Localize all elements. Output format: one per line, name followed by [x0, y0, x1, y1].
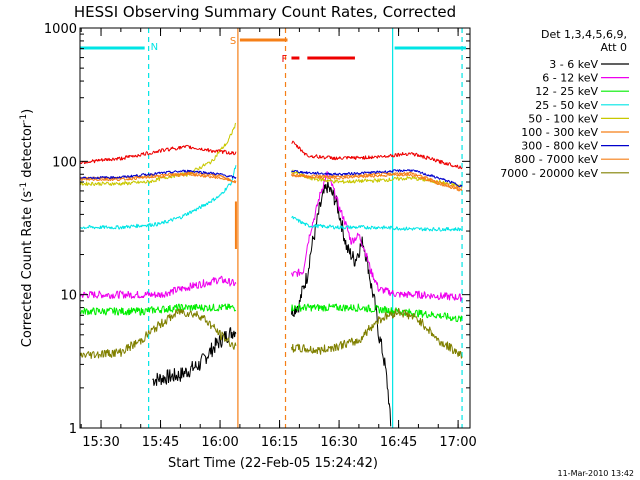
y-axis-label: Corrected Count Rate (s-1 detector-1): [19, 109, 35, 347]
axes: 1 10 100 1000 15:30 15:45 16:00 16:15 16:30 16:45…: [44, 22, 477, 450]
legend-label-7: 800 - 7000 keV: [514, 153, 598, 166]
footer-date: 11-Mar-2010 13:42: [558, 469, 635, 478]
x-tick-label-0: 15:30: [82, 435, 119, 450]
series-2-segment-1: [291, 303, 463, 323]
legend-label-1: 6 - 12 keV: [542, 72, 598, 85]
chart-title: HESSI Observing Summary Count Rates, Cor…: [74, 3, 456, 21]
x-tick-label-6: 17:00: [439, 435, 476, 450]
flag-label-S: S: [230, 36, 236, 47]
x-axis-label: Start Time (22-Feb-05 15:24:42): [168, 456, 378, 471]
series-red-top-segment-0: [79, 144, 237, 165]
y-tick-label-3: 1000: [44, 22, 77, 37]
x-tick-label-5: 16:45: [380, 435, 417, 450]
series-1-segment-1: [291, 171, 463, 302]
legend-label-3: 25 - 50 keV: [535, 99, 598, 112]
series-red-top-segment-1: [291, 140, 463, 170]
series-8-segment-1: [291, 307, 463, 359]
plot-area: N S F: [79, 28, 467, 428]
x-tick-label-3: 16:15: [261, 435, 298, 450]
legend-header-2: Att 0: [601, 41, 627, 54]
x-tick-label-2: 16:00: [201, 435, 238, 450]
flag-label-N: N: [151, 42, 158, 53]
legend-label-0: 3 - 6 keV: [549, 58, 598, 71]
x-tick-label-1: 15:45: [142, 435, 179, 450]
series-3-segment-1: [291, 215, 463, 232]
legend-label-6: 300 - 800 keV: [521, 140, 598, 153]
series-7-segment-1: [291, 173, 463, 192]
x-tick-label-4: 16:30: [320, 435, 357, 450]
series-6-segment-1: [291, 169, 463, 188]
y-tick-label-2: 100: [52, 155, 77, 170]
legend-label-8: 7000 - 20000 keV: [500, 167, 598, 180]
series-6-segment-0: [79, 169, 237, 180]
plot-frame: [79, 27, 471, 429]
legend-label-2: 12 - 25 keV: [535, 85, 598, 98]
series-1-segment-0: [80, 275, 237, 300]
legend-label-5: 100 - 300 keV: [521, 126, 598, 139]
series-0-segment-1: [291, 179, 392, 427]
y-tick-label-1: 10: [60, 289, 77, 304]
series-7-segment-0: [79, 172, 237, 184]
flag-label-F: F: [281, 54, 287, 65]
y-tick-label-0: 1: [69, 422, 77, 437]
series-4-segment-0: [79, 122, 237, 186]
series-3-segment-0: [79, 165, 237, 230]
legend-label-4: 50 - 100 keV: [528, 112, 598, 125]
series-0-segment-0: [152, 327, 237, 386]
series-8-segment-0: [79, 308, 237, 359]
legend-header-1: Det 1,3,4,5,6,9,: [541, 28, 627, 41]
series-2-segment-0: [79, 303, 237, 316]
